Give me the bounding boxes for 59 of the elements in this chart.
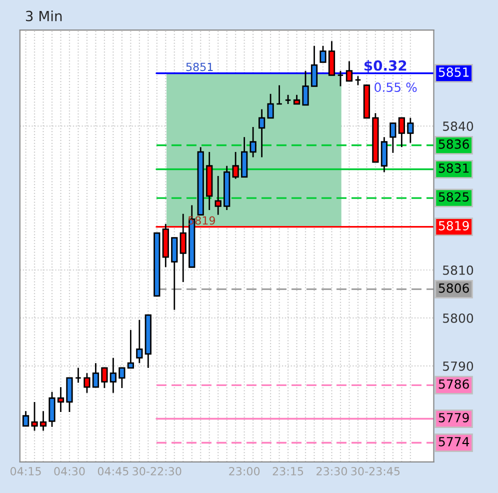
x-tick-label: 04:45 bbox=[98, 467, 128, 476]
candlestick bbox=[110, 357, 117, 394]
y-tick-label: 5840 bbox=[443, 122, 474, 131]
candlestick bbox=[74, 367, 82, 384]
ref-line-label: 5825 bbox=[438, 192, 469, 202]
candlestick bbox=[127, 329, 134, 369]
candlestick bbox=[214, 175, 222, 216]
x-tick-label: 30-23:45 bbox=[351, 467, 400, 476]
candlestick bbox=[302, 70, 309, 106]
ref-line-label: 5806 bbox=[438, 283, 469, 293]
annotation: 0.55 % bbox=[374, 82, 417, 92]
y-tick-label: 5800 bbox=[443, 313, 474, 323]
candlestick bbox=[346, 60, 353, 82]
candlestick bbox=[92, 362, 100, 388]
chart-title: 3 Min bbox=[26, 10, 62, 22]
candlestick bbox=[267, 93, 274, 119]
candlestick bbox=[354, 75, 362, 86]
x-tick-label: 04:15 bbox=[10, 467, 41, 476]
candlestick bbox=[276, 84, 283, 105]
candlestick bbox=[57, 386, 64, 413]
annotation: 5851 bbox=[186, 62, 213, 72]
candlestick bbox=[84, 372, 90, 394]
candlestick bbox=[66, 377, 73, 413]
candlestick bbox=[328, 40, 336, 76]
candlestick bbox=[40, 410, 47, 432]
candlestick bbox=[22, 410, 30, 427]
candlestick bbox=[101, 367, 108, 389]
candlestick bbox=[380, 136, 388, 173]
candlestick bbox=[31, 401, 38, 432]
ref-line-label: 5851 bbox=[438, 67, 469, 77]
ref-line-label: 5774 bbox=[438, 437, 470, 446]
x-tick-label: 23:15 bbox=[272, 467, 304, 476]
candlestick bbox=[250, 126, 256, 158]
ref-line-label: 5831 bbox=[438, 163, 469, 173]
ref-line-label: 5836 bbox=[438, 139, 469, 149]
candlestick bbox=[407, 117, 414, 144]
x-tick-label: 23:30 bbox=[316, 467, 348, 476]
y-tick-label: 5810 bbox=[443, 265, 474, 275]
candlestick bbox=[48, 391, 56, 428]
candlestick bbox=[171, 237, 178, 311]
candlestick bbox=[136, 319, 143, 364]
candlestick bbox=[337, 70, 344, 87]
candlestick bbox=[232, 151, 239, 180]
candlestick bbox=[320, 45, 326, 63]
y-tick-label: 5790 bbox=[443, 361, 474, 371]
annotation: $0.32 bbox=[364, 60, 406, 73]
ref-line-label: 5786 bbox=[438, 379, 469, 389]
ref-line-label: 5819 bbox=[438, 220, 469, 230]
candlestick bbox=[284, 94, 292, 105]
candlestick bbox=[118, 367, 126, 389]
candlestick bbox=[390, 122, 396, 154]
candlestick bbox=[310, 45, 318, 87]
candlestick bbox=[293, 94, 300, 105]
candlestick bbox=[398, 117, 405, 148]
x-tick-label: 23:00 bbox=[229, 467, 260, 476]
x-tick-label: 30-22:30 bbox=[132, 467, 182, 476]
candlestick bbox=[258, 108, 266, 158]
x-tick-label: 04:30 bbox=[54, 467, 85, 476]
ref-line-label: 5779 bbox=[438, 412, 469, 422]
